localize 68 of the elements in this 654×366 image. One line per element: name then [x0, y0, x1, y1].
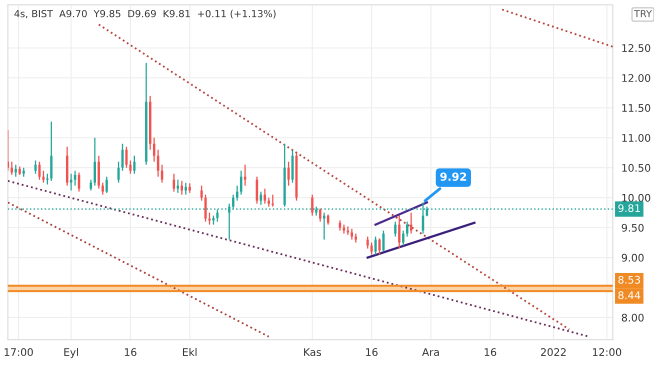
y-tick-label: 12.50 — [622, 44, 650, 52]
x-tick-label: Kas — [304, 348, 322, 356]
y-tick-label: 12.00 — [622, 74, 650, 82]
text: TRY — [634, 10, 652, 18]
y-tick-label: 10.50 — [622, 164, 650, 172]
candlestick — [366, 236, 369, 250]
x-tick-label: 16 — [484, 348, 496, 356]
candlestick — [46, 173, 49, 186]
candlestick — [402, 230, 404, 246]
candlestick — [172, 173, 176, 192]
candlestick — [350, 228, 354, 240]
candlestick — [14, 164, 17, 178]
candlestick — [319, 208, 322, 222]
candlestick — [133, 155, 136, 174]
x-tick-label: 17:00 — [4, 348, 33, 356]
x-tick-label: Eyl — [64, 348, 78, 358]
candlestick — [188, 182, 191, 194]
x-tick-label: 2022 — [540, 348, 566, 356]
candlestick — [208, 212, 211, 226]
candlestick — [10, 161, 13, 176]
candlestick — [394, 221, 397, 238]
candlestick — [240, 170, 242, 196]
candlestick — [311, 194, 314, 216]
chart-title: 4s, BIST A9.70 Y9.85 D9.69 K9.81 +0.11 (+1.13%) — [14, 10, 276, 18]
candlestick — [70, 173, 72, 192]
annotation: 9.92 — [440, 172, 466, 181]
candlestick — [98, 155, 100, 190]
candlestick — [184, 182, 187, 196]
y-tick-label: 11.00 — [622, 134, 650, 142]
candlestick — [236, 185, 238, 202]
candlestick — [264, 188, 266, 204]
candlestick — [102, 182, 104, 196]
candlestick — [232, 194, 234, 210]
candlestick — [90, 179, 92, 192]
candlestick — [260, 191, 262, 206]
y-tick-label: 11.50 — [622, 104, 650, 112]
candlestick — [129, 160, 132, 174]
candlestick — [156, 149, 160, 178]
x-tick-label: Ekl — [182, 348, 197, 356]
x-tick-label: 12:00 — [593, 348, 622, 356]
candlestick — [322, 212, 326, 240]
candlestick — [74, 170, 76, 186]
y-tick-label: 9.00 — [622, 254, 644, 262]
candlestick — [180, 180, 184, 196]
candlestick — [244, 164, 246, 186]
x-tick-label: 16 — [124, 348, 136, 356]
candlestick — [410, 212, 412, 234]
candlestick — [370, 242, 373, 256]
candlestick — [200, 185, 203, 202]
candlestick — [272, 194, 274, 208]
ref-line-label: 8.53 — [618, 276, 640, 284]
candlestick — [106, 176, 108, 194]
candlestick — [287, 161, 290, 186]
candlestick — [406, 221, 408, 238]
y-tick-label: 8.00 — [622, 314, 644, 322]
candlestick — [94, 137, 96, 186]
candlestick — [42, 170, 45, 184]
candlestick — [50, 120, 53, 182]
x-tick-label: 16 — [366, 348, 378, 356]
candlestick — [176, 179, 180, 194]
candlestick — [326, 214, 330, 226]
candlestick — [152, 137, 156, 162]
y-tick-label: 9.50 — [622, 224, 644, 232]
candlestick — [398, 215, 400, 250]
ref-line-label: 8.44 — [618, 291, 640, 300]
ref-line-label: 9.81 — [618, 204, 640, 212]
y-tick-label: 10.00 — [622, 194, 650, 202]
x-tick-label: Ara — [422, 348, 439, 356]
